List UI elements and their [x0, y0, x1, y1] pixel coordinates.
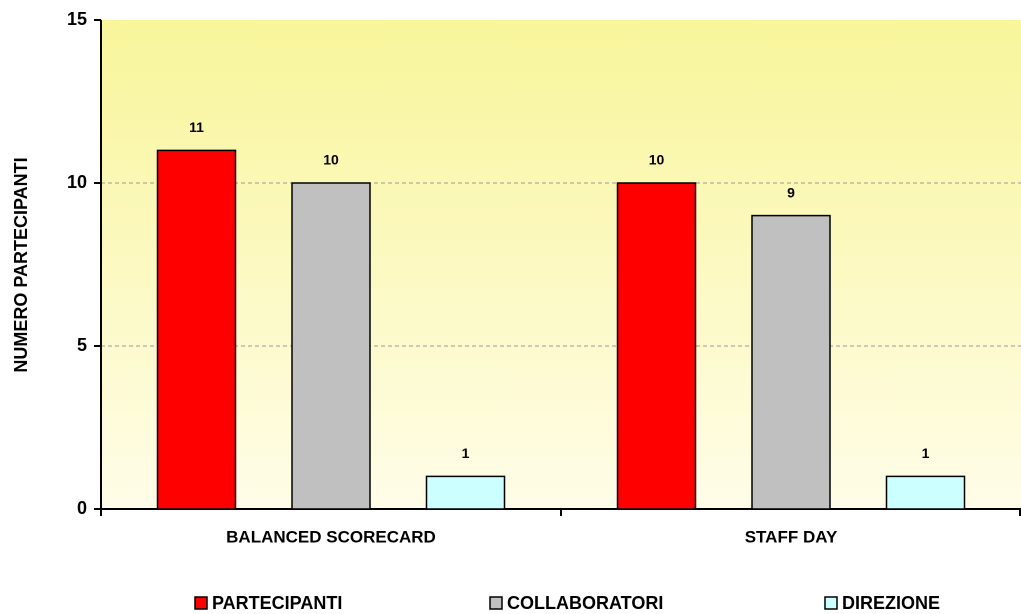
- legend-label: PARTECIPANTI: [212, 593, 342, 613]
- legend-label: DIREZIONE: [842, 593, 940, 613]
- data-label: 10: [323, 152, 339, 168]
- x-tick-label: BALANCED SCORECARD: [226, 527, 436, 546]
- bar: [425, 475, 506, 510]
- y-tick-label: 0: [77, 498, 87, 518]
- bar: [291, 182, 371, 510]
- bar: [885, 475, 966, 510]
- legend-swatch: [194, 596, 208, 610]
- data-label: 11: [189, 119, 204, 135]
- y-tick-label: 15: [67, 9, 87, 29]
- legend-label: COLLABORATORI: [507, 593, 663, 613]
- y-tick-label: 5: [77, 335, 87, 355]
- plot-area: [101, 20, 1021, 509]
- data-label: 9: [787, 184, 795, 200]
- data-label: 10: [649, 152, 665, 168]
- y-axis-label: NUMERO PARTECIPANTI: [11, 157, 31, 372]
- data-label: 1: [922, 445, 930, 461]
- bar: [616, 182, 697, 510]
- legend-swatch: [489, 596, 503, 610]
- data-label: 1: [462, 445, 470, 461]
- bar: [751, 214, 831, 510]
- x-tick-label: STAFF DAY: [745, 527, 838, 546]
- y-tick-label: 10: [67, 172, 87, 192]
- legend-swatch: [824, 596, 838, 610]
- bar: [156, 149, 237, 510]
